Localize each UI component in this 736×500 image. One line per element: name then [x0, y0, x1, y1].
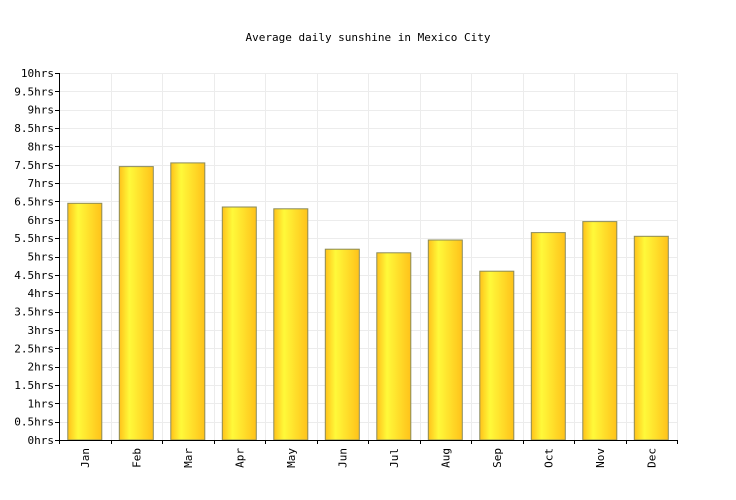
bar-may [273, 208, 309, 441]
bar-jul [376, 252, 412, 441]
x-tick-label-may: May [285, 448, 298, 468]
bar-jun [324, 248, 360, 441]
y-tick-labels: 0hrs 0.5hrs 1hrs 1.5hrs 2hrs 2.5hrs 3hrs 3.5hrs… [14, 67, 54, 447]
y-tick-label: 3.5hrs [14, 306, 54, 319]
y-tick-label: 6.5hrs [14, 195, 54, 208]
x-tick-label-jun: Jun [336, 448, 349, 468]
y-tick-label: 8.5hrs [14, 122, 54, 135]
y-tick-label: 7.5hrs [14, 159, 54, 172]
bar-mar [170, 162, 206, 441]
y-tick-label: 2hrs [28, 361, 55, 374]
bar-sep [479, 270, 515, 441]
bar-oct [530, 232, 566, 441]
x-tick-label-jan: Jan [79, 448, 92, 468]
bar-apr [221, 206, 257, 441]
x-tick-label-feb: Feb [130, 448, 143, 468]
y-tick-label: 0.5hrs [14, 416, 54, 429]
y-tick-label: 1.5hrs [14, 379, 54, 392]
bar-layer [67, 162, 669, 441]
y-tick-label: 4.5hrs [14, 269, 54, 282]
grid-layer [59, 73, 678, 441]
axis-layer [55, 73, 678, 444]
y-tick-label: 7hrs [28, 177, 55, 190]
bar-feb [118, 166, 154, 441]
bar-dec [633, 235, 669, 441]
y-tick-label: 3hrs [28, 324, 55, 337]
x-tick-labels: Jan Feb Mar Apr May Jun Jul Aug Sep Oct Nov Dec [79, 448, 658, 468]
bar-aug [427, 239, 463, 441]
y-tick-label: 2.5hrs [14, 342, 54, 355]
bar-jan [67, 202, 103, 441]
y-tick-label: 1hrs [28, 397, 55, 410]
y-tick-label: 9hrs [28, 104, 55, 117]
x-tick-label-oct: Oct [542, 448, 555, 468]
y-tick-label: 5.5hrs [14, 232, 54, 245]
x-tick-label-nov: Nov [594, 448, 607, 468]
y-tick-label: 9.5hrs [14, 85, 54, 98]
x-tick-label-sep: Sep [491, 448, 504, 468]
x-tick-label-dec: Dec [645, 448, 658, 468]
x-tick-label-mar: Mar [182, 448, 195, 468]
x-tick-label-apr: Apr [233, 448, 246, 468]
y-tick-label: 5hrs [28, 251, 55, 264]
bar-nov [582, 221, 618, 441]
y-tick-label: 8hrs [28, 140, 55, 153]
x-tick-label-aug: Aug [439, 448, 452, 468]
y-tick-label: 6hrs [28, 214, 55, 227]
y-tick-label: 0hrs [28, 434, 55, 447]
y-tick-label: 10hrs [21, 67, 54, 80]
y-tick-label: 4hrs [28, 287, 55, 300]
x-tick-label-jul: Jul [388, 448, 401, 468]
chart-title: Average daily sunshine in Mexico City [245, 31, 490, 44]
